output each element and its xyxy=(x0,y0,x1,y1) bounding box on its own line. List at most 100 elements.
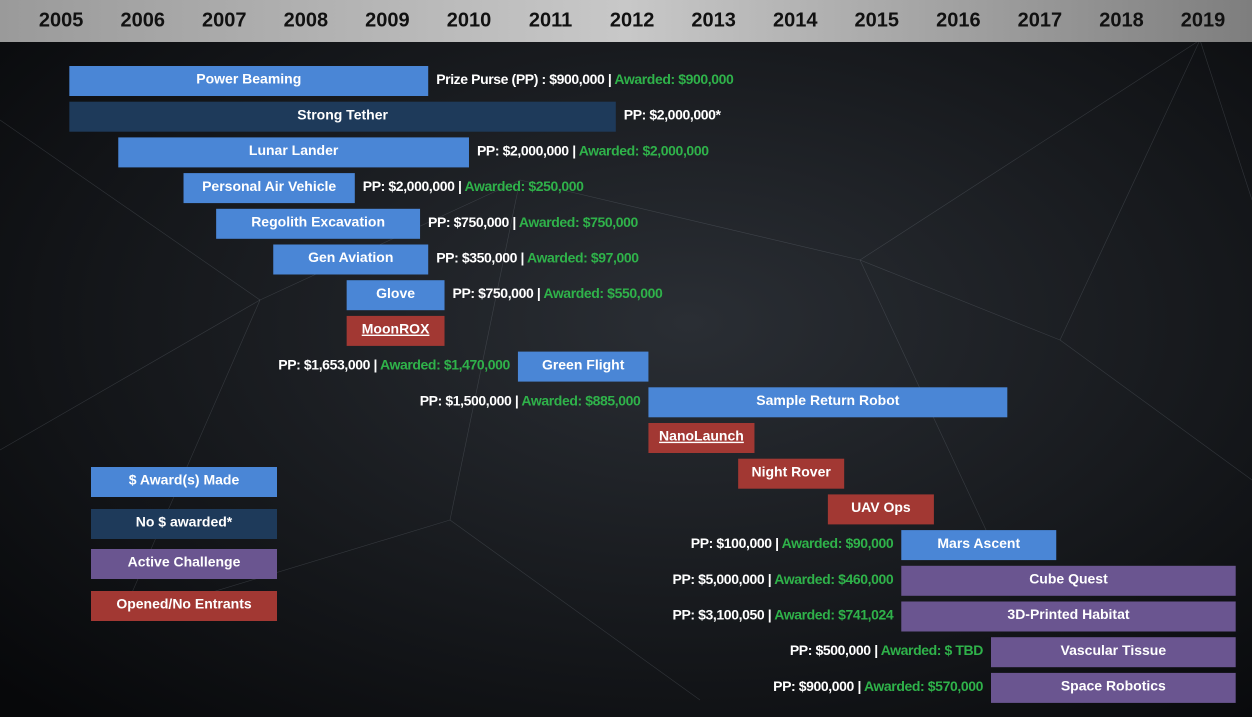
legend-label: Active Challenge xyxy=(128,554,241,570)
timeline-bar xyxy=(990,672,1236,703)
prize-annotation: PP: $1,500,000 | Awarded: $885,000 xyxy=(420,392,641,408)
awarded-amount: Awarded: $ TBD xyxy=(881,642,984,658)
prize-purse: PP: $350,000 xyxy=(436,249,517,265)
year-label: 2018 xyxy=(1099,9,1144,31)
prize-purse: PP: $5,000,000 xyxy=(673,571,765,587)
timeline-bar xyxy=(901,601,1236,632)
year-label: 2014 xyxy=(773,9,818,31)
separator: | xyxy=(857,678,861,694)
prize-purse: PP: $750,000 xyxy=(453,285,534,301)
separator: | xyxy=(768,606,772,622)
separator: | xyxy=(521,249,525,265)
separator: | xyxy=(775,535,779,551)
separator: | xyxy=(537,285,541,301)
prize-purse: PP: $750,000 xyxy=(428,214,509,230)
timeline-bar xyxy=(346,280,445,311)
separator: | xyxy=(374,356,378,372)
awarded-amount: Awarded: $1,470,000 xyxy=(380,356,511,372)
bar-label: Gen Aviation xyxy=(308,249,393,265)
year-label: 2006 xyxy=(120,9,165,31)
timeline-bar xyxy=(827,494,934,525)
bar-label: Personal Air Vehicle xyxy=(202,178,336,194)
prize-annotation: PP: $350,000 | Awarded: $97,000 xyxy=(436,249,639,265)
legend-swatch xyxy=(91,591,277,621)
separator: | xyxy=(512,214,516,230)
year-label: 2008 xyxy=(284,9,329,31)
prize-purse: PP: $2,000,000* xyxy=(624,106,722,122)
prize-purse: PP: $1,500,000 xyxy=(420,392,512,408)
prize-purse: PP: $500,000 xyxy=(790,642,871,658)
bar-label: MoonROX xyxy=(362,321,430,337)
bar-label: Night Rover xyxy=(751,463,831,479)
legend-swatch xyxy=(91,549,277,579)
year-label: 2012 xyxy=(610,9,655,31)
bar-label: 3D-Printed Habitat xyxy=(1007,606,1129,622)
prize-annotation: PP: $2,000,000 | Awarded: $250,000 xyxy=(363,178,584,194)
bar-label: Mars Ascent xyxy=(937,535,1020,551)
timeline-bar xyxy=(648,387,1008,418)
separator: | xyxy=(572,142,576,158)
year-label: 2007 xyxy=(202,9,247,31)
prize-annotation: PP: $3,100,050 | Awarded: $741,024 xyxy=(673,606,894,622)
prize-purse: PP: $3,100,050 xyxy=(673,606,765,622)
timeline-bar xyxy=(69,101,616,132)
prize-purse: PP: $2,000,000 xyxy=(363,178,455,194)
year-label: 2005 xyxy=(39,9,84,31)
timeline-bar xyxy=(69,66,429,96)
year-label: 2010 xyxy=(447,9,492,31)
prize-annotation: Prize Purse (PP) : $900,000 | Awarded: $… xyxy=(436,71,734,87)
bar-label: Strong Tether xyxy=(297,106,388,122)
prize-purse: PP: $1,653,000 xyxy=(278,356,370,372)
awarded-amount: Awarded: $2,000,000 xyxy=(579,142,710,158)
year-label: 2017 xyxy=(1018,9,1063,31)
year-label: 2013 xyxy=(691,9,736,31)
bar-label: Vascular Tissue xyxy=(1061,642,1167,658)
prize-annotation: PP: $100,000 | Awarded: $90,000 xyxy=(691,535,894,551)
awarded-amount: Awarded: $460,000 xyxy=(774,571,894,587)
prize-purse: Prize Purse (PP) : $900,000 xyxy=(436,71,605,87)
prize-annotation: PP: $500,000 | Awarded: $ TBD xyxy=(790,642,983,658)
prize-annotation: PP: $1,653,000 | Awarded: $1,470,000 xyxy=(278,356,510,372)
timeline-bar xyxy=(738,458,845,489)
bar-label: UAV Ops xyxy=(851,499,911,515)
year-label: 2011 xyxy=(529,9,572,31)
separator: | xyxy=(608,71,612,87)
legend-label: Opened/No Entrants xyxy=(116,596,252,612)
awarded-amount: Awarded: $97,000 xyxy=(527,249,639,265)
awarded-amount: Awarded: $741,024 xyxy=(774,606,894,622)
awarded-amount: Awarded: $750,000 xyxy=(519,214,639,230)
legend-label: No $ awarded* xyxy=(136,514,233,530)
bar-label: Power Beaming xyxy=(196,71,301,87)
prize-annotation: PP: $2,000,000* xyxy=(624,106,722,122)
awarded-amount: Awarded: $900,000 xyxy=(614,71,734,87)
bar-label: Sample Return Robot xyxy=(756,392,899,408)
bar-label: Lunar Lander xyxy=(249,142,339,158)
awarded-amount: Awarded: $90,000 xyxy=(782,535,894,551)
bar-label: Glove xyxy=(376,285,415,301)
prize-annotation: PP: $5,000,000 | Awarded: $460,000 xyxy=(673,571,894,587)
legend-swatch xyxy=(91,467,277,497)
prize-purse: PP: $900,000 xyxy=(773,678,854,694)
separator: | xyxy=(458,178,462,194)
timeline-bar xyxy=(183,173,355,204)
bar-label: Green Flight xyxy=(542,356,625,372)
bar-label: Space Robotics xyxy=(1061,678,1166,694)
timeline-bar xyxy=(346,315,445,346)
timeline-bar xyxy=(216,208,421,239)
timeline-bar xyxy=(517,351,649,382)
year-label: 2009 xyxy=(365,9,410,31)
bar-label: Cube Quest xyxy=(1029,571,1108,587)
separator: | xyxy=(515,392,519,408)
timeline-bar xyxy=(118,137,469,168)
year-header xyxy=(0,0,1252,42)
year-label: 2016 xyxy=(936,9,981,31)
year-label: 2019 xyxy=(1181,9,1226,31)
awarded-amount: Awarded: $885,000 xyxy=(521,392,641,408)
legend-swatch xyxy=(91,509,277,539)
timeline-bar xyxy=(273,244,429,275)
prize-purse: PP: $2,000,000 xyxy=(477,142,569,158)
timeline-bar xyxy=(990,637,1236,668)
prize-purse: PP: $100,000 xyxy=(691,535,772,551)
prize-annotation: PP: $750,000 | Awarded: $750,000 xyxy=(428,214,638,230)
